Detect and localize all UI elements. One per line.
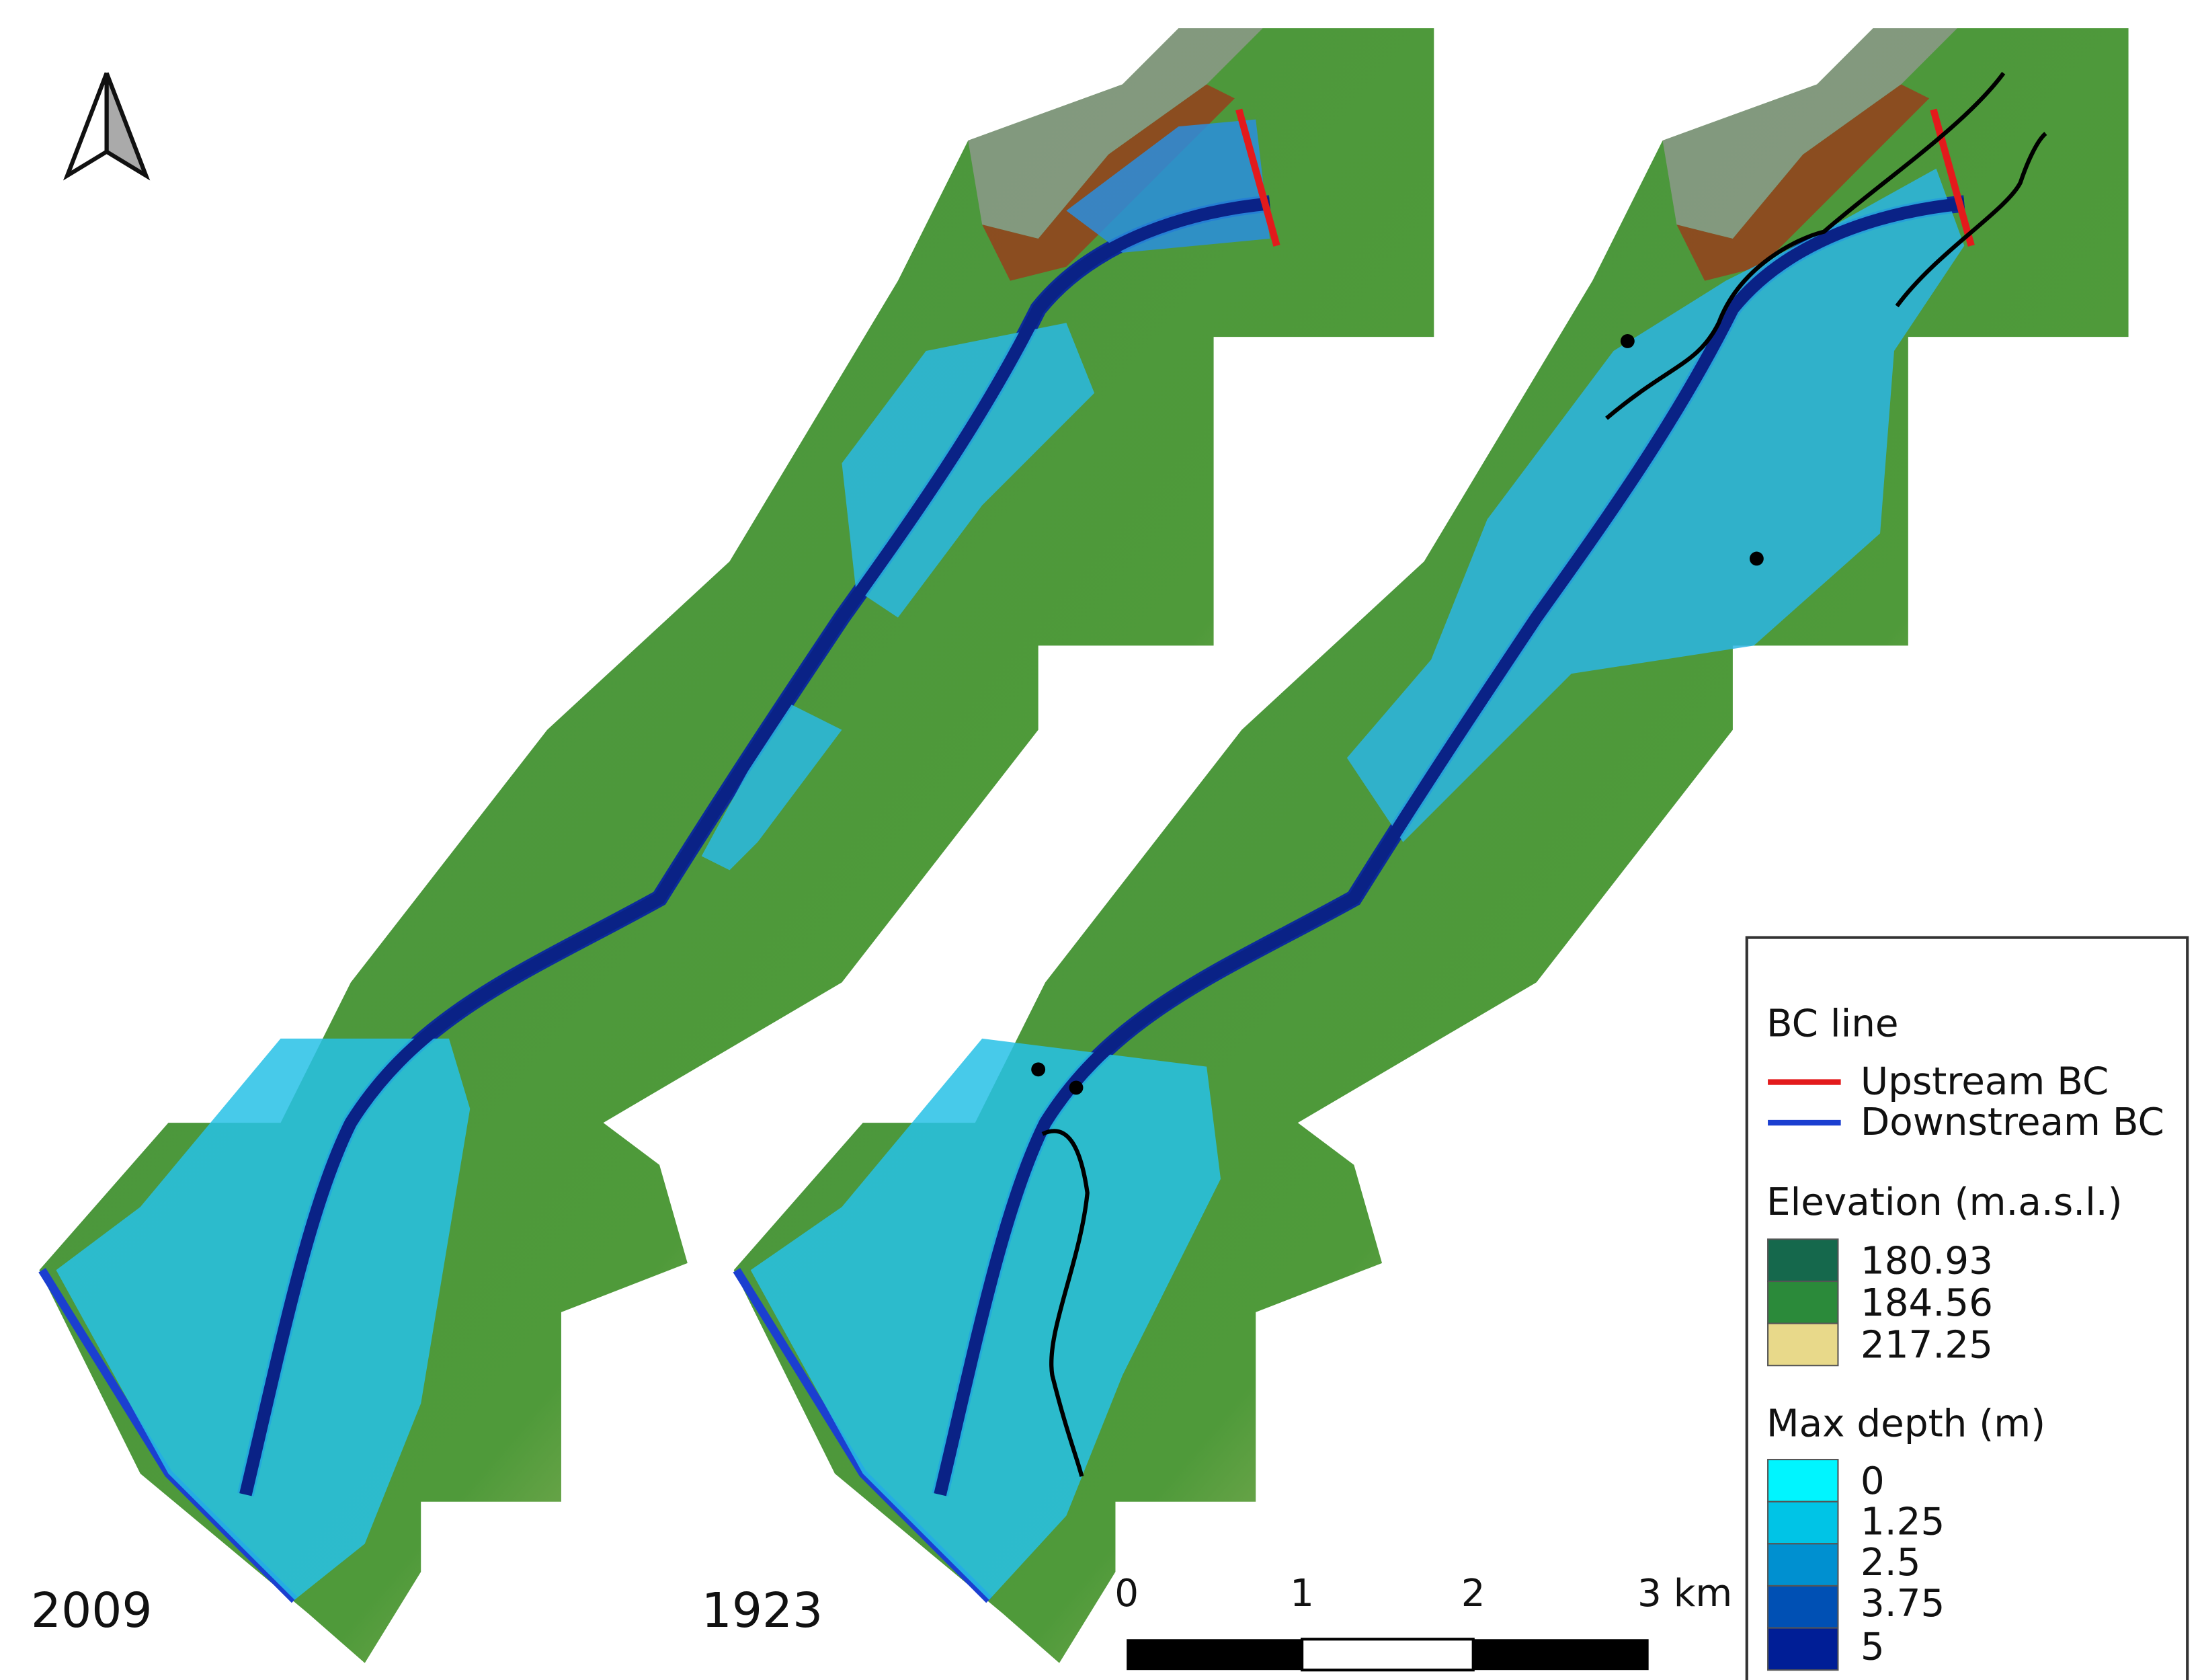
scale-label: 0 (1114, 1572, 1139, 1615)
scale-segment (1127, 1639, 1302, 1670)
north-arrow (67, 73, 146, 175)
legend-swatch (1768, 1324, 1838, 1366)
point (1069, 1080, 1084, 1094)
point (1621, 334, 1635, 348)
legend-title: Elevation (m.a.s.l.) (1766, 1181, 2123, 1224)
point (1031, 1062, 1045, 1076)
figure: 2009 1923 0 1 2 3 km BC line Upstream (0, 0, 2200, 1680)
legend-item: 217.25 (1861, 1324, 1993, 1367)
scale-label: 3 km (1637, 1572, 1732, 1615)
legend: BC line Upstream BC Downstream BC Elevat… (1747, 938, 2187, 1680)
north-arrow-left (67, 73, 106, 175)
legend-title: Max depth (m) (1766, 1402, 2045, 1446)
legend-swatch (1768, 1586, 1838, 1628)
legend-item: 2.5 (1861, 1541, 1921, 1585)
legend-swatch (1768, 1502, 1838, 1544)
legend-swatch (1768, 1239, 1838, 1281)
legend-item: 1.25 (1861, 1501, 1945, 1544)
year-label: 1923 (702, 1583, 823, 1638)
page: {"maps": [{"year_label": "2009"}, {"year… (0, 0, 2200, 1680)
year-label: 2009 (31, 1583, 153, 1638)
point (1750, 552, 1764, 566)
legend-item: Upstream BC (1861, 1059, 2109, 1103)
scale-segment (1302, 1639, 1473, 1670)
legend-item: 180.93 (1861, 1239, 1993, 1283)
legend-title: BC line (1766, 1002, 1899, 1046)
legend-swatch (1768, 1628, 1838, 1671)
legend-swatch (1768, 1281, 1838, 1324)
legend-swatch (1768, 1459, 1838, 1502)
legend-item: Downstream BC (1861, 1101, 2164, 1144)
scale-segment (1473, 1639, 1649, 1670)
legend-item: 184.56 (1861, 1281, 1993, 1325)
scale-label: 2 (1461, 1572, 1485, 1615)
legend-item: 5 (1861, 1625, 1885, 1669)
legend-item: 0 (1861, 1459, 1885, 1503)
scale-label: 1 (1290, 1572, 1314, 1615)
north-arrow-right (107, 73, 146, 175)
legend-swatch (1768, 1544, 1838, 1586)
legend-item: 3.75 (1861, 1582, 1945, 1626)
scale-bar: 0 1 2 3 km (1114, 1572, 1732, 1670)
